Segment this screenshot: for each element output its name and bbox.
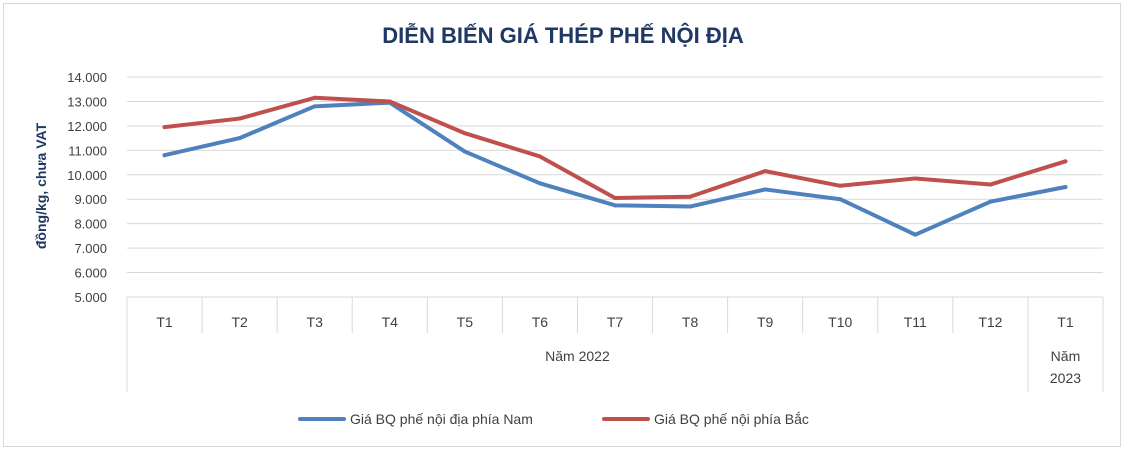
data-point xyxy=(237,136,242,141)
data-point xyxy=(1063,159,1068,164)
x-tick-label: T9 xyxy=(757,314,774,330)
chart-title: DIỄN BIẾN GIÁ THÉP PHẾ NỘI ĐỊA xyxy=(382,22,744,48)
series-lines xyxy=(162,95,1068,237)
x-tick-label: T5 xyxy=(457,314,474,330)
data-point xyxy=(988,182,993,187)
data-point xyxy=(537,181,542,186)
legend-label: Giá BQ phế nội phía Bắc xyxy=(654,411,809,427)
data-point xyxy=(462,149,467,154)
data-point xyxy=(688,194,693,199)
y-tick-label: 10.000 xyxy=(67,168,107,183)
data-point xyxy=(162,125,167,130)
y-tick-label: 11.000 xyxy=(68,143,107,158)
y-tick-label: 13.000 xyxy=(67,94,107,109)
data-point xyxy=(763,187,768,192)
data-point xyxy=(613,196,617,200)
data-point xyxy=(387,99,392,104)
x-tick-label: T1 xyxy=(156,314,173,330)
x-tick-label: T2 xyxy=(231,314,248,330)
data-point xyxy=(537,154,542,159)
data-point xyxy=(462,131,467,136)
y-axis-label: đồng/kg, chưa VAT xyxy=(33,122,49,249)
x-tick-label: T3 xyxy=(307,314,324,330)
data-point xyxy=(1063,185,1068,189)
y-tick-label: 7.000 xyxy=(74,241,107,256)
y-tick-label: 9.000 xyxy=(74,192,107,207)
y-tick-label: 12.000 xyxy=(67,119,107,134)
data-point xyxy=(913,176,918,181)
x-group-label: Năm 2023 xyxy=(1050,348,1081,386)
data-point xyxy=(237,116,242,121)
data-point xyxy=(838,197,843,202)
x-axis: T1 T2 T3 T4 T5 T6 T7 T8 T9 T10 T11 T12 T1 Năm 2022 Năm… xyxy=(126,297,1104,392)
data-point xyxy=(763,169,768,174)
x-tick-label: T6 xyxy=(532,314,549,330)
data-point xyxy=(913,232,918,237)
legend: Giá BQ phế nội địa phía Nam Giá BQ phế nộ… xyxy=(298,411,809,427)
x-group-label: Năm 2022 xyxy=(545,348,610,364)
data-point xyxy=(988,199,993,204)
y-tick-label: 6.000 xyxy=(74,266,107,281)
y-tick-label: 8.000 xyxy=(74,217,107,232)
y-tick-label: 5.000 xyxy=(74,290,107,305)
data-point xyxy=(312,95,317,100)
x-tick-label: T11 xyxy=(904,314,927,330)
x-tick-label: T8 xyxy=(682,314,699,330)
y-tick-label: 14.000 xyxy=(67,70,107,85)
x-tick-label: T1 xyxy=(1057,314,1074,330)
x-tick-label: T12 xyxy=(978,314,1002,330)
data-point xyxy=(162,153,167,158)
y-axis-ticks: 5.000 6.000 7.000 8.000 9.000 10.000 11.000 12.… xyxy=(67,70,107,305)
x-tick-label: T4 xyxy=(382,314,399,330)
series-line-1 xyxy=(162,100,1068,237)
data-point xyxy=(838,183,843,188)
chart-frame xyxy=(3,3,1121,447)
data-point xyxy=(613,203,617,208)
data-point xyxy=(688,204,693,209)
data-point xyxy=(312,104,317,109)
x-tick-label: T10 xyxy=(828,314,852,330)
legend-label: Giá BQ phế nội địa phía Nam xyxy=(350,411,533,427)
x-tick-label: T7 xyxy=(607,314,624,330)
